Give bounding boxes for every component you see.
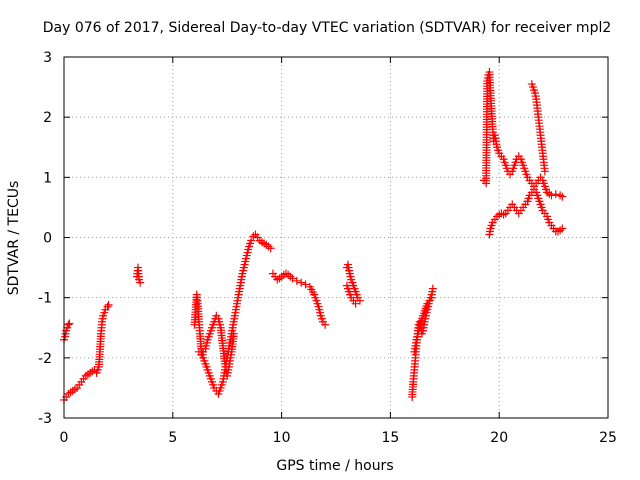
data-point — [65, 319, 74, 328]
y-tick-label: 3 — [43, 50, 52, 66]
axis-ticks: 0 5 10 15 20 25 -3 -2 -1 0 1 2 3 — [38, 50, 617, 446]
data-points — [60, 68, 567, 404]
data-point — [428, 284, 437, 293]
data-point — [284, 270, 293, 279]
x-tick-label: 5 — [168, 430, 177, 446]
y-tick-label: -1 — [38, 291, 52, 307]
data-point — [540, 167, 549, 176]
data-point — [321, 320, 330, 329]
x-tick-label: 20 — [490, 430, 508, 446]
data-point — [556, 191, 565, 200]
data-point — [351, 299, 360, 308]
data-point — [292, 276, 301, 285]
data-point — [103, 302, 112, 311]
plot-frame — [63, 56, 609, 419]
data-point — [547, 191, 556, 200]
x-tick-label: 0 — [60, 430, 69, 446]
x-axis-label: GPS time / hours — [276, 458, 393, 474]
data-point — [551, 190, 560, 199]
y-tick-label: 1 — [43, 170, 52, 186]
data-point — [247, 236, 256, 245]
x-tick-label: 15 — [381, 430, 399, 446]
y-tick-label: 0 — [43, 231, 52, 247]
data-point — [229, 329, 238, 338]
y-tick-label: -2 — [38, 351, 52, 367]
data-point — [297, 278, 306, 287]
data-point — [136, 278, 145, 287]
data-point — [558, 192, 567, 201]
data-point — [558, 224, 567, 233]
chart-title: Day 076 of 2017, Sidereal Day-to-day VTE… — [43, 20, 612, 36]
data-point — [275, 274, 284, 283]
x-tick-label: 25 — [599, 430, 617, 446]
data-point — [249, 232, 258, 241]
data-point — [104, 300, 113, 309]
y-axis-label: SDTVAR / TECUs — [6, 181, 22, 296]
data-point — [64, 320, 73, 329]
data-point — [301, 280, 310, 289]
data-point — [556, 226, 565, 235]
data-point — [266, 244, 275, 253]
data-point — [499, 210, 508, 219]
data-point — [288, 274, 297, 283]
y-tick-label: -3 — [38, 411, 52, 427]
data-point — [427, 293, 436, 302]
y-tick-label: 2 — [43, 110, 52, 126]
x-tick-label: 10 — [273, 430, 291, 446]
grid — [64, 57, 608, 418]
